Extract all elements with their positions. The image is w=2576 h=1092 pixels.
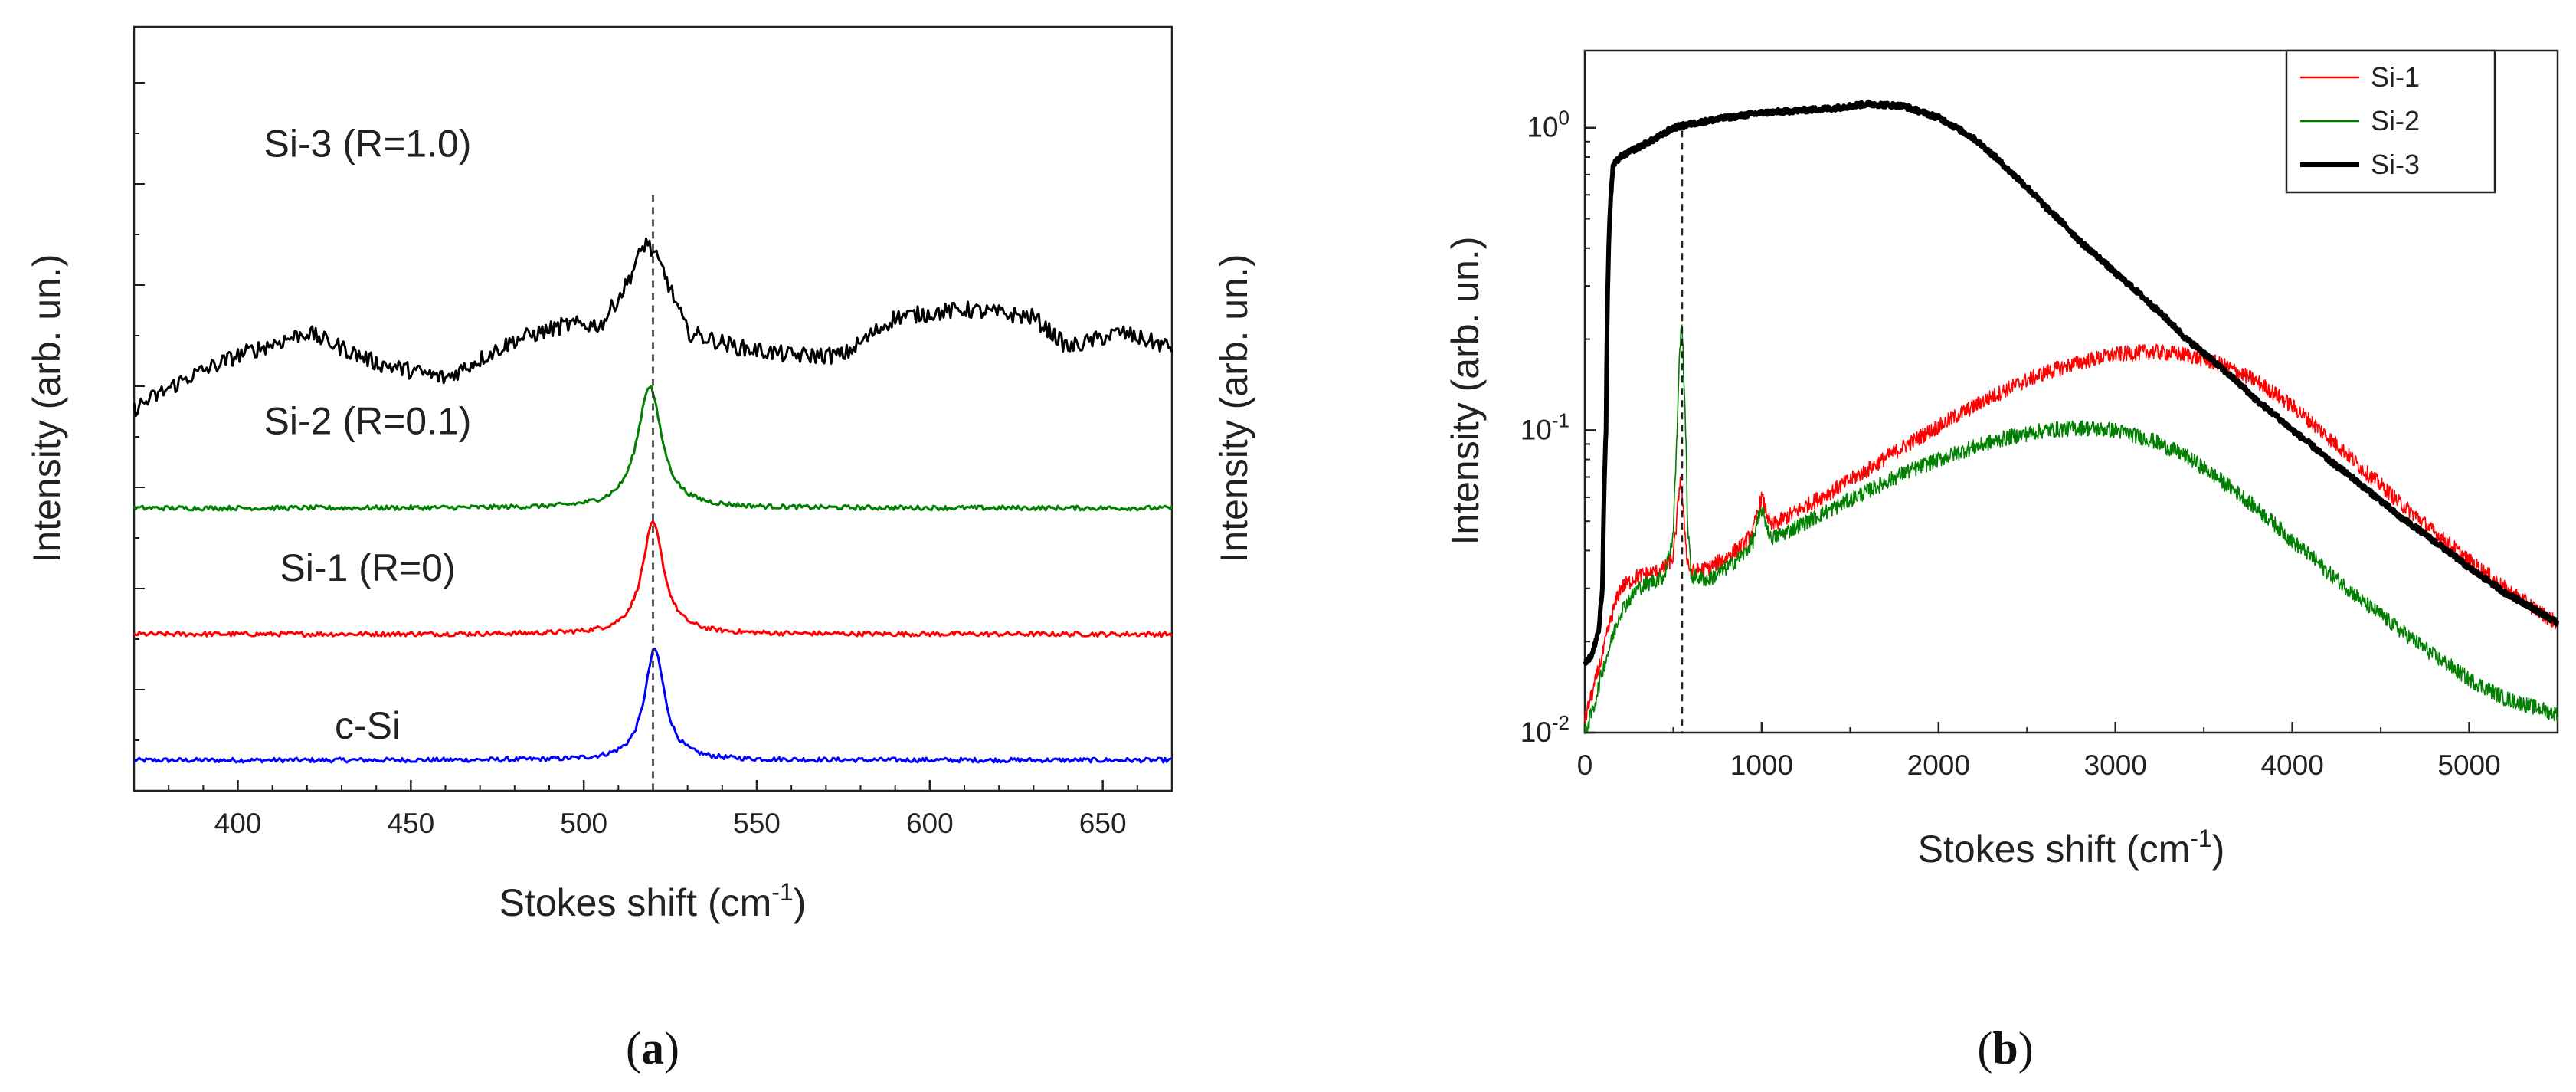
panel-a-label-si-1: Si-1 (R=0) [280,546,455,589]
panel-a-trace-labels: c-Si Si-1 (R=0) Si-2 (R=0.1) Si-3 (R=1.0) [264,122,472,747]
panel-a-label-c-si: c-Si [335,704,401,747]
panel-a-label-si-2: Si-2 (R=0.1) [264,399,472,442]
panel-b-trace-si-2 [1584,324,2558,735]
panel-a-y-ticks [134,82,145,741]
panel-b-legend: Si-1 Si-2 Si-3 [2285,49,2496,194]
panel-a-x-tick-label: 400 [214,808,262,839]
panel-a-x-tick-label: 550 [733,808,781,839]
panel-b-x-tick-label: 3000 [2084,749,2147,781]
panel-b-y-ticks: 100 10-1 10-2 [1520,107,1596,748]
panel-b-y-axis-label-left: Intensity (arb. un.) [1213,254,1255,563]
panel-b-y-tick-label: 100 [1527,107,1569,143]
panel-a-y-axis-label: Intensity (arb. un.) [25,254,68,563]
panel-a-trace-si-3 [133,237,1173,418]
panel-b-legend-label-si-1: Si-1 [2371,61,2420,93]
panel-a-traces [133,237,1173,764]
panel-a-trace-si-1 [133,520,1173,638]
panel-b-x-tick-label: 1000 [1730,749,1793,781]
panel-b-x-tick-label: 2000 [1907,749,1970,781]
panel-a: 400 450 500 550 600 650 c-Si Si-1 (R=0) Si-2 (R… [25,25,1173,1074]
panel-b-x-axis-label: Stokes shift (cm-1) [1918,825,2225,871]
panel-b-x-ticks: 0 1000 2000 3000 4000 5000 [1577,722,2501,781]
panel-a-x-ticks: 400 450 500 550 600 650 [133,780,1173,839]
panel-a-x-tick-label: 450 [387,808,434,839]
panel-a-letter: (a) [626,1023,679,1074]
panel-a-x-axis-label: Stokes shift (cm-1) [499,878,807,924]
panel-a-label-si-3: Si-3 (R=1.0) [264,122,472,165]
panel-b-plot-frame [1583,49,2559,734]
panel-b-trace-si-1 [1584,343,2558,724]
panel-a-x-tick-label: 500 [560,808,607,839]
panel-b-legend-label-si-3: Si-3 [2371,149,2420,180]
panel-b-x-tick-label: 4000 [2260,749,2323,781]
panel-b-traces [1583,99,2560,735]
panel-b-y-tick-label: 10-1 [1520,408,1569,445]
panel-b-y-axis-label: Intensity (arb. un.) [1444,237,1487,546]
panel-b-trace-si-3 [1583,99,2560,666]
panel-b-x-tick-label: 0 [1577,749,1593,781]
panel-b-y-tick-label: 10-2 [1520,711,1569,748]
panel-b-legend-label-si-2: Si-2 [2371,105,2420,136]
panel-a-x-tick-label: 650 [1079,808,1127,839]
panel-b-letter: (b) [1977,1023,2033,1074]
panel-b-x-tick-label: 5000 [2437,749,2500,781]
panel-a-x-tick-label: 600 [906,808,954,839]
